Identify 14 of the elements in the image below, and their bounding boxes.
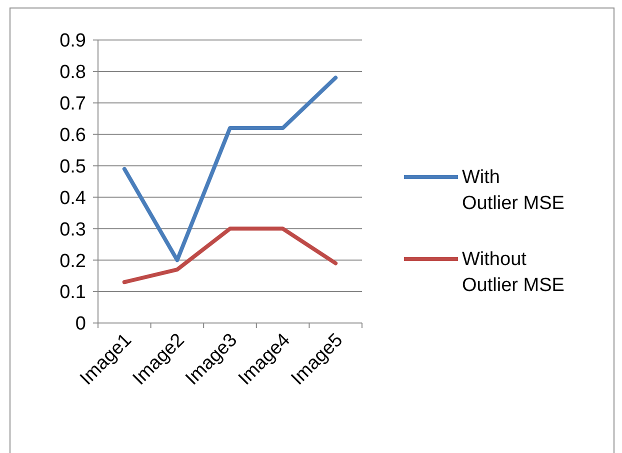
y-tick-label: 0.5 xyxy=(60,156,86,178)
y-tick-label: 0.4 xyxy=(60,188,86,209)
legend-label: With Outlier MSE xyxy=(462,167,564,214)
y-tick-label: 0.2 xyxy=(60,250,86,272)
legend-label: Without Outlier MSE xyxy=(462,249,564,296)
y-tick-label: 0.6 xyxy=(60,124,86,146)
y-tick-label: 0.9 xyxy=(60,30,86,52)
y-tick-label: 0 xyxy=(75,314,86,335)
y-tick-label: 0.8 xyxy=(60,62,86,84)
y-tick-label: 0.1 xyxy=(60,282,86,304)
y-tick-label: 0.7 xyxy=(60,94,86,115)
line-series xyxy=(122,226,338,284)
y-tick-label: 0.3 xyxy=(60,219,86,240)
line-series xyxy=(122,76,338,262)
